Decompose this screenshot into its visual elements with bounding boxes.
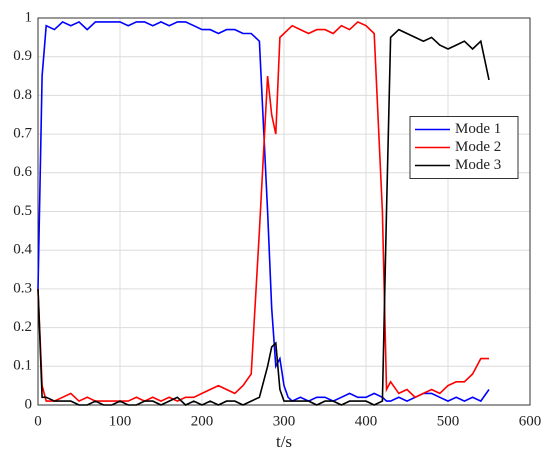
x-tick-label: 200 xyxy=(191,413,214,429)
y-tick-label: 0.7 xyxy=(13,126,32,142)
legend-label: Mode 3 xyxy=(455,157,501,173)
y-tick-label: 0.6 xyxy=(13,164,32,180)
x-axis-label: t/s xyxy=(276,432,292,451)
legend-label: Mode 1 xyxy=(455,121,501,137)
y-tick-label: 0.4 xyxy=(13,242,32,258)
y-tick-label: 0.8 xyxy=(13,87,32,103)
series-line xyxy=(37,28,490,406)
y-tick-label: 0.1 xyxy=(13,358,32,374)
y-tick-label: 0.5 xyxy=(13,203,32,219)
x-tick-label: 600 xyxy=(519,413,542,429)
x-tick-label: 500 xyxy=(437,413,460,429)
series-line xyxy=(37,20,489,403)
series-line xyxy=(37,20,490,403)
y-tick-label: 0.2 xyxy=(13,319,32,335)
x-tick-label: 400 xyxy=(355,413,378,429)
x-tick-label: 100 xyxy=(109,413,132,429)
x-tick-label: 300 xyxy=(273,413,296,429)
x-tick-label: 0 xyxy=(34,413,42,429)
legend-label: Mode 2 xyxy=(455,139,501,155)
y-tick-label: 0.9 xyxy=(13,48,32,64)
y-tick-label: 1 xyxy=(25,9,33,25)
y-tick-label: 0.3 xyxy=(13,280,32,296)
y-tick-label: 0 xyxy=(25,396,33,412)
plot-frame xyxy=(37,17,531,406)
